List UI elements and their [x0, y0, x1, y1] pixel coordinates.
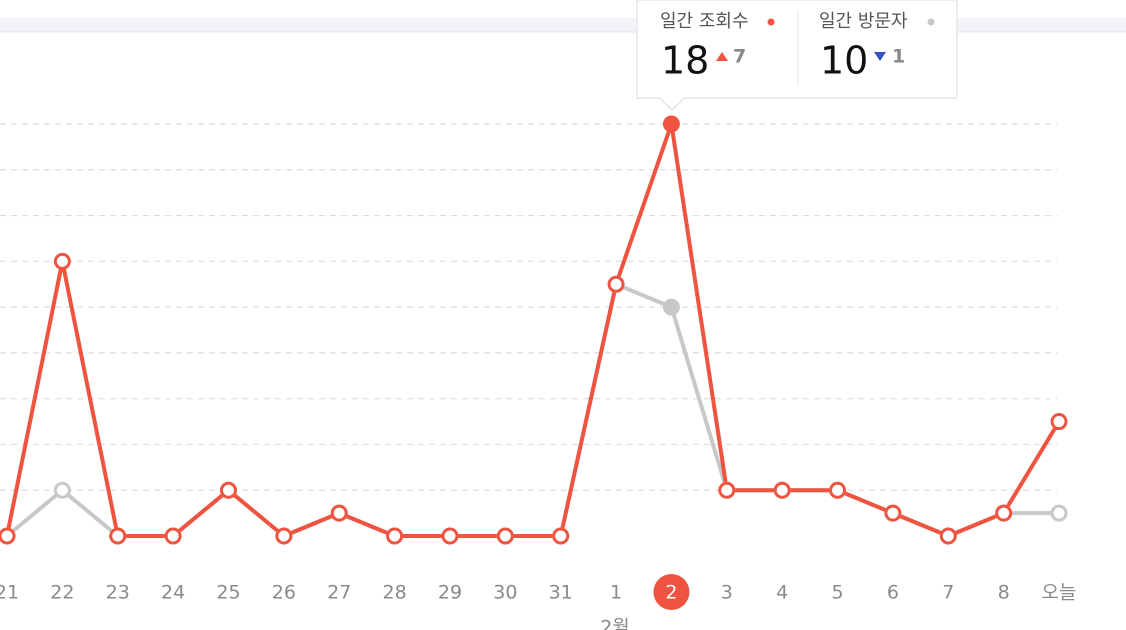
tooltip-change: 1 — [892, 46, 905, 68]
x-tick-label: 25 — [216, 582, 240, 604]
point — [662, 115, 680, 133]
x-tick-label: 27 — [327, 582, 351, 604]
x-tick-label: 29 — [438, 582, 462, 604]
point — [1050, 413, 1068, 431]
point — [607, 275, 625, 293]
x-tick-label: 24 — [161, 582, 185, 604]
point — [718, 481, 736, 499]
point — [829, 481, 847, 499]
plot — [0, 115, 1068, 545]
down-arrow — [874, 52, 886, 61]
x-tick-label: 22 — [50, 582, 74, 604]
tooltip-value: 10 — [820, 39, 868, 83]
series-line — [5, 122, 1061, 538]
point — [939, 527, 957, 545]
x-tick-label: 7 — [942, 582, 954, 604]
legend-dot — [767, 18, 775, 26]
point — [884, 504, 902, 522]
grid — [0, 123, 1057, 491]
point — [496, 527, 514, 545]
point — [330, 504, 348, 522]
x-tick-label: 26 — [272, 582, 296, 604]
x-tick-label: 8 — [998, 582, 1010, 604]
up-arrow — [716, 52, 728, 61]
point — [0, 527, 16, 545]
series-line — [5, 282, 1060, 538]
point — [275, 527, 293, 545]
point — [109, 527, 127, 545]
x-tick-label: 1 — [610, 582, 622, 604]
point — [386, 527, 404, 545]
point — [53, 481, 71, 499]
tooltip-box — [636, 0, 958, 111]
tooltip-change: 7 — [733, 46, 746, 68]
tooltip-label: 일간 조회수 — [660, 11, 749, 32]
x-tick-label: 6 — [887, 582, 899, 604]
point — [773, 481, 791, 499]
x-tick-label: 5 — [832, 582, 844, 604]
x-tick-label: 28 — [382, 582, 406, 604]
point — [164, 527, 182, 545]
point — [995, 504, 1013, 522]
point — [552, 527, 570, 545]
tooltip-label: 일간 방문자 — [819, 11, 908, 32]
tooltip-value: 18 — [661, 39, 709, 83]
x-tick-label: 오늘 — [1042, 582, 1077, 604]
x-tick-label: 4 — [776, 582, 788, 604]
x-tick-label: 31 — [549, 582, 573, 604]
x-tick-label: 21 — [0, 582, 19, 604]
x-tick-label: 30 — [493, 582, 517, 604]
x-tick-label: 23 — [106, 582, 130, 604]
point — [53, 252, 71, 270]
point — [662, 298, 680, 316]
selected-badge — [653, 574, 690, 610]
x-tick-label: 3 — [721, 582, 733, 604]
month-label: 2월 — [600, 617, 630, 630]
point — [441, 527, 459, 545]
legend-dot — [927, 18, 935, 26]
point — [219, 481, 237, 499]
point — [1050, 504, 1068, 522]
x-tick-label: 2 — [665, 582, 677, 604]
tooltip: 일간 조회수 18 7 일간 방문자 10 1 — [636, 0, 958, 111]
